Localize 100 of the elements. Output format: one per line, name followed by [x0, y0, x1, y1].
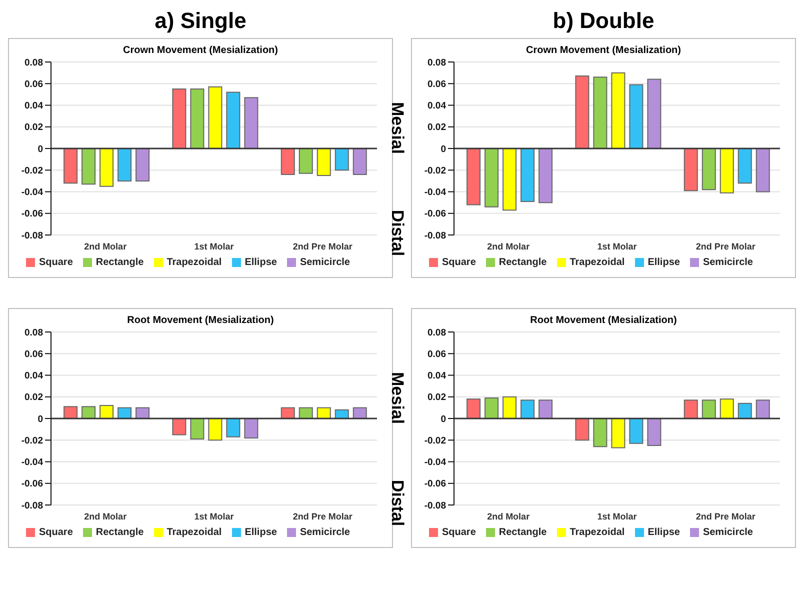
y-tick-label: -0.04: [21, 187, 44, 198]
text: Distal: [387, 480, 408, 526]
bar: [64, 406, 78, 419]
y-tick-label: 0.08: [24, 57, 43, 68]
x-tick-label: 2nd Molar: [487, 241, 530, 252]
bar: [100, 148, 114, 187]
bar: [502, 396, 517, 419]
legend-label: Rectangle: [96, 527, 144, 538]
chart-title: b) Double: [552, 8, 656, 34]
bar: [684, 148, 698, 192]
bar: [208, 418, 222, 441]
bar: [484, 148, 499, 208]
y-tick-label: 0.08: [428, 57, 446, 68]
bar: [136, 148, 150, 182]
bar: [352, 148, 367, 175]
bar: [226, 418, 240, 438]
bar: [575, 418, 590, 441]
y-tick-label: 0.02: [428, 392, 446, 404]
x-tick-label: 2nd Molar: [84, 241, 128, 252]
bar: [334, 148, 349, 171]
y-tick-label: 0.06: [24, 348, 43, 360]
y-tick-label: 0: [38, 144, 43, 155]
bar: [647, 418, 662, 446]
x-tick-label: 2nd Pre Molar: [292, 241, 353, 252]
x-tick-label: 1st Molar: [597, 241, 638, 252]
bar: [118, 148, 132, 182]
legend-label: Semicircle: [702, 257, 753, 268]
chart-subtitle: Root Movement (Mesialization): [529, 315, 678, 326]
legend-label: Trapezoidal: [166, 257, 222, 268]
y-tick-label: 0.06: [428, 78, 446, 90]
chart-subtitle: Crown Movement (Mesialization): [524, 45, 682, 56]
bar: [64, 148, 78, 184]
bar: [520, 148, 535, 202]
legend-label: Square: [38, 527, 73, 538]
legend-label: Semicircle: [702, 527, 753, 538]
bar: [611, 418, 626, 448]
x-tick-label: 2nd Molar: [487, 511, 530, 522]
bar: [502, 148, 517, 211]
bar: [316, 148, 331, 176]
legend-label: Ellipse: [648, 527, 680, 538]
y-tick-label: -0.04: [424, 187, 447, 198]
bar: [756, 400, 770, 419]
x-tick-label: 1st Molar: [194, 241, 234, 252]
bar: [190, 88, 204, 149]
bar: [466, 148, 481, 206]
legend-label: Rectangle: [498, 257, 547, 268]
bar: [298, 407, 313, 419]
bar: [280, 407, 295, 419]
legend-label: Square: [442, 257, 476, 268]
y-tick-label: -0.08: [21, 230, 43, 242]
bar: [538, 400, 553, 419]
y-tick-label: -0.06: [424, 478, 446, 490]
bar: [190, 418, 204, 440]
bar: [352, 407, 367, 419]
y-tick-label: -0.06: [21, 208, 43, 220]
y-tick-label: 0.06: [428, 348, 446, 360]
bar: [629, 418, 644, 444]
bar: [611, 72, 626, 149]
bar: [226, 92, 240, 149]
bar: [118, 407, 132, 419]
y-tick-label: -0.02: [424, 165, 446, 176]
legend-label: Ellipse: [648, 257, 680, 268]
x-tick-label: 2nd Molar: [84, 511, 128, 522]
legend-label: Rectangle: [96, 257, 144, 268]
y-tick-label: 0: [440, 144, 446, 155]
y-tick-label: 0.02: [24, 392, 43, 404]
y-tick-label: -0.02: [21, 435, 43, 446]
text: Distal: [387, 210, 408, 256]
legend-label: Trapezoidal: [570, 527, 625, 538]
y-tick-label: 0.04: [24, 370, 44, 382]
bar: [172, 418, 186, 436]
bar: [702, 400, 716, 419]
bar: [208, 86, 222, 149]
bar: [538, 148, 553, 204]
bar: [520, 400, 535, 419]
bar: [720, 398, 734, 419]
bar: [738, 402, 752, 419]
y-tick-label: -0.06: [424, 208, 446, 220]
text: Mesial: [387, 372, 408, 424]
legend-label: Ellipse: [244, 257, 277, 268]
x-tick-label: 2nd Pre Molar: [696, 241, 756, 252]
bar: [647, 78, 662, 149]
x-tick-label: 1st Molar: [597, 511, 638, 522]
legend-label: Square: [38, 257, 73, 268]
legend-label: Semicircle: [300, 257, 350, 268]
bar: [316, 407, 331, 419]
legend-label: Rectangle: [498, 527, 547, 538]
bar: [82, 148, 96, 185]
bar: [82, 406, 96, 419]
y-tick-label: -0.04: [424, 457, 447, 468]
legend-label: Square: [442, 527, 476, 538]
chart-subtitle: Root Movement (Mesialization): [126, 315, 275, 326]
bar: [280, 148, 295, 175]
bar: [738, 148, 752, 184]
bar: [298, 148, 313, 174]
y-tick-label: 0.08: [24, 327, 43, 338]
chart-subtitle: Crown Movement (Mesialization): [122, 45, 279, 56]
y-tick-label: -0.08: [424, 230, 446, 242]
bar: [593, 418, 608, 448]
bar: [629, 84, 644, 149]
